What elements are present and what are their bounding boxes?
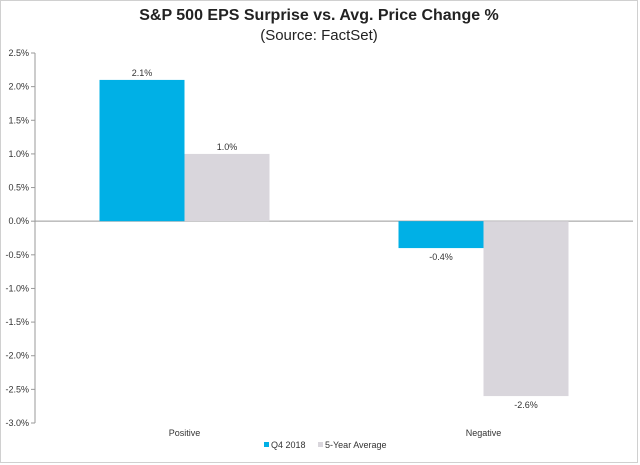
bars [99, 79, 569, 397]
chart-subtitle: (Source: FactSet) [260, 27, 378, 44]
legend-swatch [318, 442, 323, 447]
chart-title: S&P 500 EPS Surprise vs. Avg. Price Chan… [139, 7, 499, 24]
y-tick-label: -1.0% [5, 283, 29, 293]
legend-swatch [264, 442, 269, 447]
bar-q4-2018-negative [398, 221, 484, 249]
y-tick-label: 2.0% [8, 82, 29, 92]
x-category-label: Positive [169, 428, 201, 438]
bar-5-year-average-negative [483, 221, 569, 397]
data-label: -0.4% [429, 252, 453, 262]
y-tick-label: -3.0% [5, 418, 29, 428]
y-tick-label: 0.0% [8, 216, 29, 226]
data-label: 1.0% [217, 142, 238, 152]
y-tick-label: 1.0% [8, 149, 29, 159]
y-tick-label: 1.5% [8, 115, 29, 125]
data-label: 2.1% [132, 68, 153, 78]
y-tick-label: 2.5% [8, 48, 29, 58]
legend-entry: 5-Year Average [325, 440, 387, 450]
legend: Q4 2018 5-Year Average [264, 440, 387, 450]
bar-5-year-average-positive [184, 153, 270, 222]
y-tick-label: -0.5% [5, 250, 29, 260]
x-category-label: Negative [466, 428, 502, 438]
legend-entry: Q4 2018 [271, 440, 306, 450]
data-label: -2.6% [514, 400, 538, 410]
data-labels: 2.1% 1.0% -0.4% -2.6% [132, 68, 538, 410]
y-tick-label: 0.5% [8, 183, 29, 193]
y-tick-label: -2.5% [5, 384, 29, 394]
y-tick-label: -2.0% [5, 351, 29, 361]
bar-q4-2018-positive [99, 79, 185, 222]
y-tick-label: -1.5% [5, 317, 29, 327]
